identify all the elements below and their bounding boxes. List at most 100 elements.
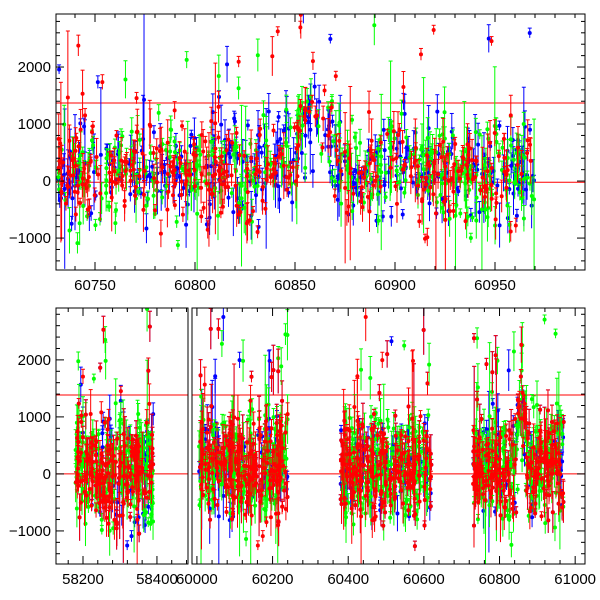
green-point [522,155,527,160]
green-point [458,211,463,216]
red-point [278,152,283,157]
green-point [339,201,344,206]
red-point [140,151,145,156]
red-point [322,88,327,93]
red-point [168,164,173,169]
red-point [249,156,254,161]
red-point [298,103,303,108]
red-point [72,189,77,194]
red-point [218,210,223,215]
green-point [261,113,266,118]
blue-point [389,214,394,219]
red-point [114,133,119,138]
green-point [263,170,268,175]
red-point [465,142,470,147]
red-point [98,191,103,196]
red-point [519,171,524,176]
blue-point [382,183,387,188]
blue-point [221,314,226,319]
red-point [362,175,367,180]
blue-point [511,153,516,158]
red-point [348,171,353,176]
green-point [104,191,109,196]
blue-point [524,187,529,192]
red-point [273,170,278,175]
red-point [122,198,127,203]
blue-point [278,136,283,141]
green-point [284,140,289,145]
red-point [344,210,349,215]
green-point [137,137,142,142]
red-point [90,130,95,135]
red-point [92,193,97,198]
green-point [195,211,200,216]
blue-point [142,97,147,102]
red-point [365,194,370,199]
green-point [123,77,128,82]
blue-point [528,127,533,132]
blue-point [207,215,212,220]
green-point [332,179,337,184]
green-point [392,136,397,141]
red-point [237,153,242,158]
blue-point [527,30,532,35]
green-point [485,215,490,220]
red-point [216,104,221,109]
green-point [337,120,342,125]
red-point [451,189,456,194]
red-point [220,204,225,209]
red-point [431,170,436,175]
blue-point [259,150,264,155]
blue-point [216,514,221,519]
red-point [134,96,139,101]
red-point [457,176,462,181]
green-point [426,188,431,193]
red-point [179,192,184,197]
red-point [275,29,280,34]
blue-point [184,222,189,227]
green-point [379,154,384,159]
green-point [507,178,512,183]
red-point [285,187,290,192]
red-point [188,172,193,177]
red-point [416,183,421,188]
red-point [489,39,494,44]
red-point [288,173,293,178]
green-point [148,151,153,156]
red-point [260,198,265,203]
red-point [425,161,430,166]
red-point [218,172,223,177]
red-point [216,168,221,173]
green-point [232,147,237,152]
green-point [319,151,324,156]
red-point [494,200,499,205]
red-point [488,140,493,145]
green-point [403,178,408,183]
red-point [213,172,218,177]
blue-point [435,109,440,114]
red-point [351,191,356,196]
red-point [263,206,268,211]
red-point [192,184,197,189]
red-point [213,121,218,126]
green-point [513,177,518,182]
green-point [511,157,516,162]
axes-frame [55,13,586,271]
green-point [112,145,117,150]
red-point [110,179,115,184]
green-point [144,203,149,208]
green-point [305,99,310,104]
blue-point [276,115,281,120]
green-point [352,135,357,140]
red-point [244,174,249,179]
green-point [329,175,334,180]
red-point [378,184,383,189]
red-point [439,155,444,160]
green-point [467,167,472,172]
red-point [298,25,303,30]
red-point [492,130,497,135]
red-point [294,146,299,151]
